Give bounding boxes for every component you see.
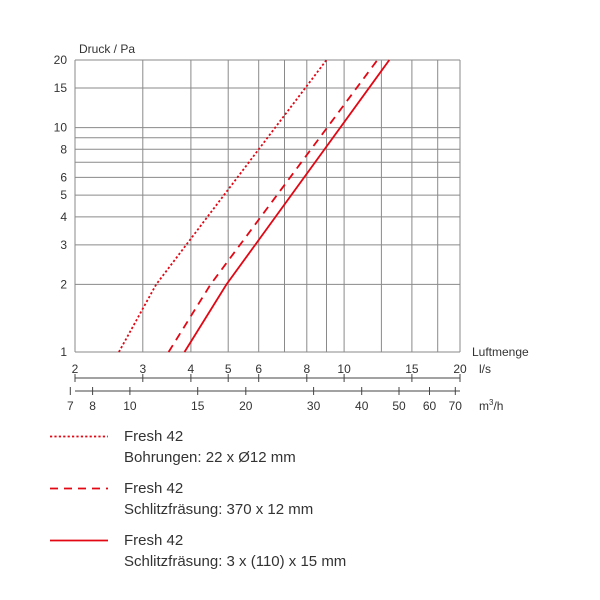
y-tick-label: 5	[60, 188, 67, 202]
x-tick-label-m3h: 8	[89, 399, 96, 413]
y-tick-label: 8	[60, 142, 67, 156]
legend: Fresh 42 Bohrungen: 22 x Ø12 mm Fresh 42 Sc…	[50, 428, 346, 570]
y-tick-label: 10	[54, 121, 68, 135]
x-tick-label-ls: 4	[188, 362, 195, 376]
x-tick-label-m3h: 30	[307, 399, 321, 413]
x-tick-label-m3h: 40	[355, 399, 369, 413]
x-tick-label-ls: 2	[72, 362, 79, 376]
x-tick-label-ls: 15	[405, 362, 419, 376]
x-tick-label-ls: 6	[255, 362, 262, 376]
x-tick-label-m3h: 7	[67, 399, 74, 413]
y-tick-label: 6	[60, 170, 67, 184]
y-tick-label: 4	[60, 210, 67, 224]
x-tick-label-ls: 20	[453, 362, 467, 376]
legend-series-name: Fresh 42	[124, 428, 183, 445]
x-axis-label: Luftmenge	[472, 345, 529, 359]
y-tick-label: 1	[60, 345, 67, 359]
x-tick-label-m3h: 10	[123, 399, 137, 413]
x-tick-label-ls: 3	[139, 362, 146, 376]
y-tick-label: 2	[60, 277, 67, 291]
x-axis-ls: 2 3 4 5 6 8 10 15 20 l/s	[72, 362, 491, 382]
x-tick-label-m3h: 70	[449, 399, 463, 413]
x-tick-label-ls: 10	[337, 362, 351, 376]
y-axis-label: Druck / Pa	[79, 42, 135, 56]
grid	[74, 59, 461, 353]
x-tick-label-m3h: 15	[191, 399, 205, 413]
series-line-dotted	[118, 59, 328, 353]
y-tick-label: 20	[54, 53, 68, 67]
x-axis-ls-unit: l/s	[479, 362, 491, 376]
y-tick-label: 3	[60, 238, 67, 252]
legend-series-description: Schlitzfräsung: 3 x (110) x 15 mm	[124, 553, 346, 570]
series-line-solid	[183, 59, 391, 353]
x-axis-m3h-unit: m3/h	[479, 398, 503, 413]
x-tick-label-m3h: 20	[239, 399, 253, 413]
legend-series-name: Fresh 42	[124, 480, 183, 497]
x-tick-label-m3h: 60	[423, 399, 437, 413]
x-tick-label-ls: 5	[225, 362, 232, 376]
y-tick-labels: 1 2 3 4 5 6 8 10 15 20	[54, 53, 68, 359]
x-axis-m3h: 7 8 10 15 20 30 40 50 60 70 m3/h	[67, 387, 503, 413]
x-tick-label-m3h: 50	[392, 399, 406, 413]
legend-series-name: Fresh 42	[124, 532, 183, 549]
series-lines	[118, 59, 391, 353]
legend-series-description: Bohrungen: 22 x Ø12 mm	[124, 449, 296, 466]
legend-series-description: Schlitzfräsung: 370 x 12 mm	[124, 501, 313, 518]
series-line-dashed	[167, 59, 379, 353]
x-tick-label-ls: 8	[303, 362, 310, 376]
y-tick-label: 15	[54, 81, 68, 95]
